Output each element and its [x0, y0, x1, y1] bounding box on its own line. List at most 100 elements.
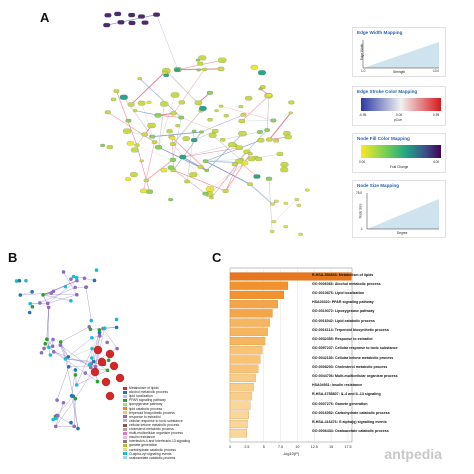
cluster-edge — [73, 396, 79, 429]
legend-label: lipid catabolic process — [129, 406, 163, 411]
network-node — [238, 119, 246, 124]
cluster-edge — [76, 348, 93, 385]
network-node — [219, 138, 226, 142]
cluster-legend-item: Interleukin-4 and Interleukin-13 signali… — [123, 439, 190, 443]
network-edge — [266, 95, 270, 131]
network-edge — [194, 130, 216, 141]
cluster-node — [71, 394, 76, 399]
cluster-edge — [85, 372, 98, 382]
cluster-node — [102, 326, 107, 331]
network-node — [170, 92, 180, 98]
bar — [229, 364, 259, 373]
x-tick-label: 0 — [229, 445, 231, 449]
network-node — [298, 232, 303, 236]
cluster-node — [71, 274, 76, 279]
legend-label: cholesterol metabolic process — [129, 427, 174, 431]
cluster-legend-item: O-alpha-zyl signaling events — [123, 452, 172, 456]
lipid-cluster-node — [105, 349, 115, 359]
network-node — [147, 122, 156, 129]
network-edge — [249, 183, 273, 205]
x-tick-label: 2.5 — [244, 445, 249, 449]
cluster-edge — [60, 326, 90, 343]
network-edge — [116, 91, 138, 146]
network-node — [145, 189, 153, 194]
network-edge — [145, 159, 174, 181]
network-node — [117, 20, 125, 25]
cluster-edge — [76, 370, 108, 386]
cluster-node — [17, 278, 22, 283]
network-edge — [173, 69, 205, 114]
network-node — [283, 225, 289, 229]
cluster-node — [91, 359, 96, 364]
network-edge — [136, 145, 150, 192]
network-node — [178, 100, 186, 105]
lipid-cluster-node — [97, 357, 107, 367]
bar — [229, 429, 247, 438]
network-node — [197, 165, 204, 169]
network-node — [235, 158, 243, 164]
cluster-legend-item: cellular response to toxic substance — [123, 419, 183, 423]
legend-label: Metabolism of lipids — [129, 386, 159, 390]
legend-label: O-alpha-zyl signaling events — [129, 451, 172, 456]
bar — [229, 419, 248, 429]
cluster-node — [55, 398, 59, 402]
legend-swatch — [123, 439, 127, 443]
network-node — [223, 114, 229, 118]
legend-label: cellular ketone metabolic process — [129, 422, 180, 427]
network-node — [154, 113, 162, 118]
bar — [229, 392, 252, 401]
network-node — [304, 188, 310, 192]
cluster-node — [84, 285, 89, 289]
network-node — [280, 162, 289, 168]
network-node — [143, 178, 149, 182]
cluster-edge — [60, 345, 91, 368]
cluster-edge — [41, 339, 54, 353]
network-node — [194, 100, 203, 106]
cluster-node — [115, 346, 119, 351]
edge-width-xmin: 1.0 — [361, 69, 366, 73]
network-node — [253, 174, 261, 179]
network-edge — [130, 70, 167, 105]
cluster-node — [75, 292, 79, 297]
enrichment-bar-chart: 0 2.5 5 7.5 10 12.5 15 17.5 -log10(P) — [229, 267, 353, 456]
bar — [229, 336, 266, 346]
network-node — [168, 198, 174, 202]
network-node — [244, 96, 253, 101]
bar — [229, 383, 254, 392]
network-node — [283, 201, 289, 205]
cluster-node — [74, 383, 79, 387]
bar-term-label: GO:0019372: Lipoxygenase pathway — [312, 309, 375, 314]
legend-swatch — [123, 390, 127, 394]
edge-width-xlabel: Strength — [393, 70, 406, 74]
cluster-node — [88, 365, 93, 370]
network-node — [199, 130, 204, 134]
lipid-cluster-node — [90, 367, 100, 377]
cluster-edge — [47, 280, 78, 304]
network-edge — [205, 158, 252, 162]
bar-term-label: GO:0042180: Cellular ketone metabolic pr… — [312, 355, 394, 360]
network-edge — [201, 114, 244, 133]
bar-term-label: GO:0006434: Oxaloacetate catabolic proce… — [312, 429, 389, 434]
network-node — [191, 129, 197, 133]
cluster-legend-item: lipid localization — [123, 394, 153, 398]
cluster-node — [74, 275, 79, 280]
edge-color-title: Edge Stroke Color Mapping — [357, 89, 418, 94]
network-node — [235, 145, 243, 150]
bar-term-label: GO:0032355: Response to estradiol — [312, 337, 373, 342]
network-edge — [135, 110, 158, 116]
cluster-edge — [20, 291, 33, 296]
network-edge — [172, 108, 204, 145]
cluster-edge — [42, 294, 49, 308]
lipid-cluster-node — [101, 377, 111, 387]
network-node — [110, 97, 117, 102]
network-node — [196, 68, 201, 72]
cluster-legend-item: cellular ketone metabolic process — [123, 423, 179, 427]
watermark-text: antpedia — [384, 446, 442, 462]
edge-color-mid: 0.00 — [396, 113, 403, 117]
legend-swatch — [123, 423, 127, 427]
legend-swatch — [123, 452, 127, 456]
lipid-cluster-node — [115, 373, 125, 383]
cluster-node — [63, 284, 68, 289]
network-node — [130, 172, 138, 177]
cluster-edge — [55, 396, 74, 417]
